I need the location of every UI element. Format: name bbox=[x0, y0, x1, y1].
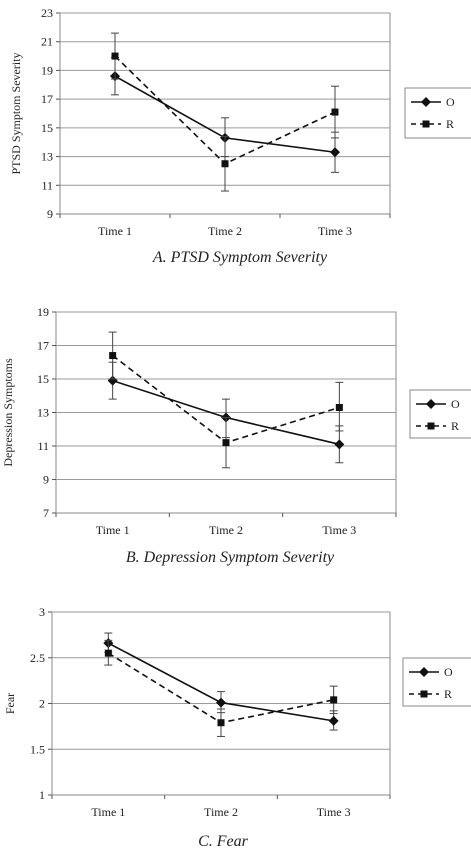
y-tick-label: 13 bbox=[37, 406, 49, 420]
legend-box bbox=[404, 87, 471, 139]
x-tick-label: Time 3 bbox=[318, 224, 352, 238]
x-tick-label: Time 3 bbox=[317, 805, 351, 819]
x-tick-label: Time 2 bbox=[204, 805, 238, 819]
legend-marker-square bbox=[427, 422, 435, 430]
legend-box bbox=[402, 657, 471, 707]
y-tick-label: 17 bbox=[37, 339, 49, 353]
y-axis-label: PTSD Symptom Severity bbox=[9, 52, 23, 174]
y-tick-label: 11 bbox=[37, 439, 49, 453]
chart-caption: C. Fear bbox=[198, 833, 249, 850]
data-point-square bbox=[104, 649, 112, 657]
x-tick-label: Time 1 bbox=[96, 523, 130, 537]
data-point-square bbox=[330, 696, 338, 704]
legend-marker-square bbox=[420, 690, 428, 698]
data-point-square bbox=[217, 719, 225, 727]
y-tick-label: 9 bbox=[47, 207, 53, 221]
y-tick-label: 2 bbox=[39, 697, 45, 711]
legend-label: O bbox=[444, 665, 453, 679]
chart-caption: B. Depression Symptom Severity bbox=[126, 549, 335, 566]
y-tick-label: 3 bbox=[39, 605, 45, 619]
x-tick-label: Time 3 bbox=[322, 523, 356, 537]
x-tick-label: Time 2 bbox=[209, 523, 243, 537]
legend: OR bbox=[402, 657, 471, 707]
legend: OR bbox=[409, 389, 471, 439]
y-tick-label: 2.5 bbox=[30, 651, 45, 665]
series-R bbox=[104, 639, 338, 737]
legend-marker-diamond bbox=[426, 399, 436, 409]
y-tick-label: 13 bbox=[41, 150, 53, 164]
y-tick-label: 17 bbox=[41, 92, 53, 106]
y-tick-label: 9 bbox=[43, 473, 49, 487]
y-axis-label: Depression Symptoms bbox=[1, 358, 15, 467]
series-R bbox=[108, 331, 344, 469]
data-point-square bbox=[335, 403, 343, 411]
data-point-diamond bbox=[216, 697, 226, 708]
data-point-diamond bbox=[328, 715, 339, 726]
y-tick-label: 1 bbox=[39, 788, 45, 802]
y-axis-label: Fear bbox=[3, 693, 17, 714]
legend-label: R bbox=[451, 419, 459, 433]
legend-box bbox=[409, 389, 471, 439]
legend: OR bbox=[404, 87, 471, 139]
y-tick-label: 7 bbox=[43, 506, 49, 520]
x-tick-label: Time 2 bbox=[208, 224, 242, 238]
y-tick-label: 11 bbox=[41, 178, 53, 192]
y-tick-label: 19 bbox=[41, 63, 53, 77]
chart-caption: A. PTSD Symptom Severity bbox=[152, 249, 328, 266]
x-tick-label: Time 1 bbox=[98, 224, 132, 238]
y-tick-label: 15 bbox=[41, 121, 53, 135]
legend-label: R bbox=[446, 117, 454, 131]
data-point-square bbox=[111, 52, 119, 60]
y-tick-label: 1.5 bbox=[30, 742, 45, 756]
data-point-diamond bbox=[107, 375, 118, 386]
data-point-diamond bbox=[330, 147, 340, 158]
y-tick-label: 21 bbox=[41, 35, 53, 49]
y-tick-label: 19 bbox=[37, 305, 49, 319]
chart-c: 1 1.5 2 2.5 3 Time 1 Time 2 Time 3 Fear OR C. Fear bbox=[3, 605, 471, 850]
legend-marker-diamond bbox=[421, 97, 431, 107]
legend-marker-diamond bbox=[419, 667, 429, 677]
series-R bbox=[111, 32, 339, 192]
x-tick-label: Time 1 bbox=[91, 805, 125, 819]
data-point-square bbox=[331, 108, 339, 116]
y-tick-label: 23 bbox=[41, 6, 53, 20]
legend-label: O bbox=[451, 397, 460, 411]
legend-marker-square bbox=[422, 120, 430, 128]
data-point-diamond bbox=[334, 439, 345, 450]
y-tick-label: 15 bbox=[37, 372, 49, 386]
data-point-square bbox=[221, 160, 229, 168]
chart-a: 9 11 13 15 17 19 21 23 Time 1 Time 2 Time 3 PTSD Sy… bbox=[9, 6, 471, 266]
legend-label: O bbox=[446, 95, 455, 109]
data-point-square bbox=[222, 439, 230, 447]
chart-b: 7 9 11 13 15 17 19 Time 1 Time 2 Time 3 Depression… bbox=[1, 305, 471, 566]
series-O bbox=[107, 361, 345, 464]
legend-label: R bbox=[444, 687, 452, 701]
data-point-square bbox=[109, 352, 117, 360]
